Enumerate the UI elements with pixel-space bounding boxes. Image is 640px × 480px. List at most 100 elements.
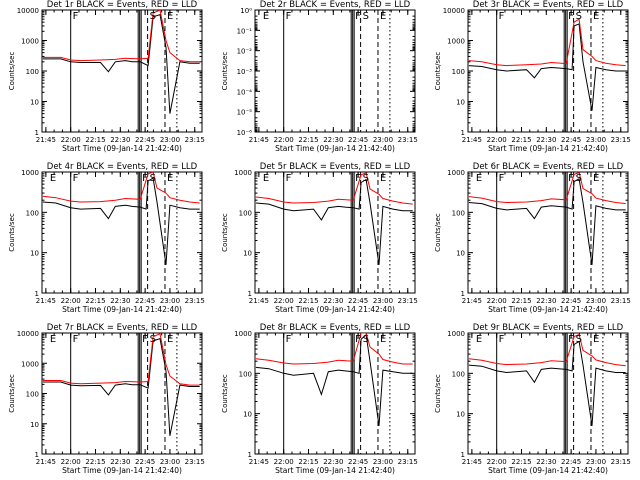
x-tick-label: 22:15 (298, 458, 318, 466)
flag-label: S (363, 173, 369, 184)
y-tick-label: 10⁻³ (237, 68, 253, 76)
chart-title: Det 4r BLACK = Events, RED = LLD (47, 162, 198, 172)
x-axis-label: Start Time (09-Jan-14 21:42:40) (62, 305, 182, 314)
flag-label: F (568, 11, 574, 22)
chart-panel-8: Det 8r BLACK = Events, RED = LLD 1 10 100 10… (221, 323, 418, 475)
series-events-line (42, 338, 200, 436)
y-tick-label: 1 (35, 290, 39, 298)
y-axis-label: Counts/sec (8, 374, 16, 413)
series-events-line (42, 14, 200, 114)
x-tick-label: 22:15 (511, 458, 531, 466)
series-lld-line (42, 10, 200, 63)
chart-panel-5: Det 5r BLACK = Events, RED = LLD 1 10 100 10… (221, 162, 418, 314)
series-lld-line (42, 172, 200, 204)
y-tick-label: 1 (35, 451, 39, 459)
x-tick-label: 23:15 (185, 136, 205, 144)
x-tick-label: 23:15 (611, 297, 631, 305)
flag-label: F (568, 334, 574, 345)
series-events-line (255, 178, 413, 265)
y-tick-label: 100 (239, 209, 252, 217)
x-tick-label: 22:30 (536, 458, 556, 466)
flag-label: S (363, 11, 369, 22)
x-tick-label: 22:00 (487, 458, 507, 466)
flag-label: F (142, 334, 148, 345)
x-tick-label: 22:00 (274, 458, 294, 466)
x-tick-label: 22:30 (536, 136, 556, 144)
x-tick-label: 22:00 (274, 297, 294, 305)
y-axis-label: Counts/sec (221, 52, 229, 91)
x-tick-label: 23:00 (160, 136, 180, 144)
flag-label: S (150, 334, 156, 345)
x-tick-label: 22:30 (110, 136, 130, 144)
y-tick-label: 10⁻⁵ (237, 109, 253, 117)
flag-label: F (286, 334, 292, 345)
x-tick-label: 22:15 (85, 458, 105, 466)
x-tick-label: 22:30 (110, 297, 130, 305)
flag-label: F (142, 173, 148, 184)
x-tick-label: 22:30 (323, 136, 343, 144)
x-axis-label: Start Time (09-Jan-14 21:42:40) (488, 144, 608, 153)
flag-label: F (499, 11, 505, 22)
x-tick-label: 23:00 (586, 136, 606, 144)
x-tick-label: 23:00 (373, 136, 393, 144)
chart-title: Det 6r BLACK = Events, RED = LLD (473, 162, 624, 172)
chart-title: Det 1r BLACK = Events, RED = LLD (47, 0, 198, 10)
flag-label: S (150, 11, 156, 22)
x-tick-label: 23:00 (373, 297, 393, 305)
x-tick-label: 23:15 (185, 297, 205, 305)
flag-label: F (73, 11, 79, 22)
y-tick-label: 1000 (234, 330, 252, 338)
x-tick-label: 22:00 (487, 297, 507, 305)
y-tick-label: 1 (461, 451, 465, 459)
x-tick-label: 22:15 (298, 297, 318, 305)
flag-label: E (476, 173, 482, 184)
y-tick-label: 1000 (447, 38, 465, 46)
x-axis-label: Start Time (09-Jan-14 21:42:40) (62, 144, 182, 153)
y-tick-label: 1 (35, 129, 39, 137)
chart-title: Det 7r BLACK = Events, RED = LLD (47, 323, 198, 333)
y-tick-label: 1000 (21, 169, 39, 177)
series-lld-line (468, 333, 626, 367)
series-events-line (42, 177, 200, 265)
y-tick-label: 10⁻² (237, 48, 253, 56)
flag-label: E (593, 173, 599, 184)
y-tick-label: 1 (248, 290, 252, 298)
flag-label: E (50, 173, 56, 184)
x-axis-label: Start Time (09-Jan-14 21:42:40) (275, 466, 395, 475)
x-tick-label: 22:30 (110, 458, 130, 466)
x-tick-label: 23:15 (398, 458, 418, 466)
series-events-line (255, 333, 413, 426)
y-tick-label: 10⁻¹ (237, 27, 253, 35)
x-tick-label: 21:45 (462, 297, 482, 305)
y-tick-label: 1000 (234, 169, 252, 177)
y-axis-label: Counts/sec (8, 213, 16, 252)
flag-label: E (263, 173, 269, 184)
y-tick-label: 1000 (21, 38, 39, 46)
x-tick-label: 22:15 (511, 136, 531, 144)
series-lld-line (255, 333, 413, 365)
x-tick-label: 23:15 (185, 458, 205, 466)
x-tick-label: 21:45 (36, 297, 56, 305)
flag-label: E (263, 11, 269, 22)
y-axis-label: Counts/sec (221, 374, 229, 413)
plot-frame (254, 332, 416, 455)
y-tick-label: 100 (452, 370, 465, 378)
y-tick-label: 10 (456, 411, 465, 419)
x-tick-label: 21:45 (462, 458, 482, 466)
flag-label: S (576, 334, 582, 345)
x-tick-label: 22:00 (61, 458, 81, 466)
y-tick-label: 100 (26, 209, 39, 217)
flag-label: E (476, 334, 482, 345)
x-tick-label: 21:45 (249, 136, 269, 144)
flag-label: F (499, 173, 505, 184)
series-events-line (468, 178, 626, 265)
flag-label: E (380, 11, 386, 22)
flag-label: E (593, 11, 599, 22)
series-events-line (468, 340, 626, 426)
x-tick-label: 22:15 (298, 136, 318, 144)
chart-panel-2: Det 2r BLACK = Events, RED = LLD 10⁻⁶ 10⁻⁵… (221, 0, 418, 153)
y-tick-label: 10 (243, 250, 252, 258)
y-tick-label: 10 (30, 99, 39, 107)
x-tick-label: 22:00 (61, 136, 81, 144)
y-tick-label: 10⁻⁶ (237, 129, 253, 137)
